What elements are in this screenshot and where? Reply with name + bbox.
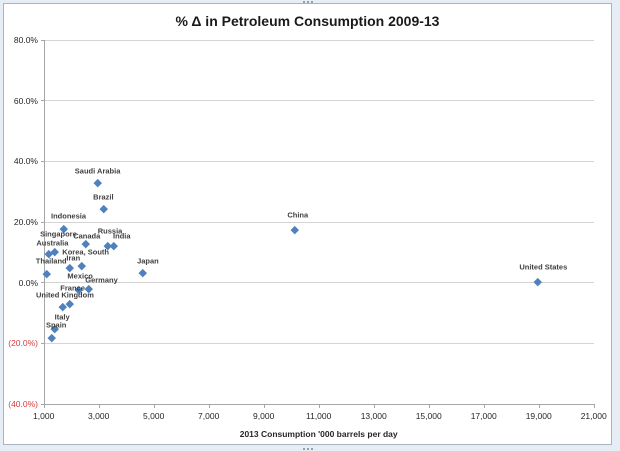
x-tick-label: 21,000: [580, 411, 607, 421]
chart-title: % Δ in Petroleum Consumption 2009-13: [175, 13, 440, 29]
data-point[interactable]: [109, 242, 118, 250]
data-point-label: Korea, South: [62, 247, 109, 257]
x-axis-tick: [208, 405, 210, 408]
data-point-label: Iran: [66, 253, 81, 263]
data-point[interactable]: [93, 178, 102, 187]
x-tick-label: 3,000: [88, 411, 110, 421]
y-tick-label: 60.0%: [13, 95, 38, 106]
data-point-label: Russia: [97, 226, 123, 236]
chart-resize-handle-bottom[interactable]: [303, 448, 313, 450]
x-tick-label: 7,000: [198, 411, 220, 421]
x-axis-tick: [538, 405, 540, 408]
data-point[interactable]: [81, 240, 90, 249]
y-axis-tick: [40, 221, 44, 223]
data-point[interactable]: [47, 333, 56, 342]
x-tick-label: 13,000: [360, 411, 387, 421]
data-point-label: Indonesia: [50, 211, 87, 221]
data-point-label: United States: [519, 262, 568, 272]
y-axis-tick: [40, 100, 44, 102]
y-axis-tick: [40, 39, 44, 41]
x-tick-label: 19,000: [525, 411, 552, 421]
y-tick-label: (20.0%): [8, 338, 38, 349]
data-point[interactable]: [533, 277, 542, 286]
y-tick-label: (40.0%): [8, 399, 38, 409]
data-point-label: France: [60, 283, 85, 293]
y-gridline: [43, 342, 594, 344]
x-axis-tick: [153, 405, 155, 408]
data-point[interactable]: [77, 262, 86, 270]
y-gridline: [43, 221, 594, 223]
y-axis-tick: [40, 282, 44, 284]
data-point[interactable]: [138, 268, 147, 277]
x-axis-tick: [593, 405, 595, 408]
x-tick-label: 9,000: [253, 411, 275, 421]
data-point-label: Singapore: [40, 229, 77, 239]
data-point-label: Italy: [54, 312, 70, 322]
y-tick-label: 80.0%: [13, 35, 38, 45]
x-axis-tick: [373, 405, 375, 408]
data-point-label: Mexico: [67, 271, 93, 281]
x-axis-tick: [483, 405, 485, 408]
y-tick-label: 20.0%: [13, 217, 38, 227]
chart-resize-handle-top[interactable]: [303, 1, 313, 3]
y-gridline: [43, 282, 594, 284]
y-axis-tick: [40, 403, 44, 405]
x-tick-label: 1,000: [33, 411, 55, 421]
data-point-label: China: [287, 210, 309, 220]
x-tick-label: 17,000: [470, 411, 497, 421]
y-axis-tick: [40, 342, 44, 344]
data-point[interactable]: [99, 204, 108, 213]
data-point-label: Japan: [137, 256, 159, 266]
x-axis-tick: [428, 405, 430, 408]
x-axis-title: 2013 Consumption '000 barrels per day: [239, 429, 398, 439]
data-point-label: Spain: [45, 320, 67, 330]
x-tick-label: 15,000: [415, 411, 442, 421]
x-axis-tick: [98, 405, 100, 408]
y-gridline: [43, 39, 594, 41]
x-axis-tick: [318, 405, 320, 408]
x-axis-tick: [263, 405, 265, 408]
data-point-label: Thailand: [35, 256, 67, 266]
y-gridline: [43, 100, 594, 102]
data-point-label: Canada: [73, 231, 101, 241]
data-point[interactable]: [290, 225, 299, 234]
data-point-label: Australia: [36, 238, 69, 248]
data-point-label: United Kingdom: [35, 290, 94, 300]
x-tick-label: 5,000: [143, 411, 165, 421]
y-axis-line: [43, 40, 45, 405]
x-axis-line: [43, 404, 595, 405]
y-gridline: [43, 160, 594, 162]
data-point[interactable]: [66, 300, 74, 308]
chart-frame: % Δ in Petroleum Consumption 2009-13 80.…: [3, 3, 612, 445]
y-tick-label: 0.0%: [18, 277, 38, 288]
data-point-label: Saudi Arabia: [74, 166, 121, 176]
data-point-label: Germany: [85, 275, 118, 285]
x-tick-label: 11,000: [306, 411, 332, 421]
y-tick-label: 40.0%: [13, 156, 38, 167]
data-point-label: Brazil: [93, 192, 114, 202]
data-point-label: India: [113, 231, 131, 241]
y-axis-tick: [40, 160, 44, 162]
x-axis-tick: [43, 405, 45, 408]
